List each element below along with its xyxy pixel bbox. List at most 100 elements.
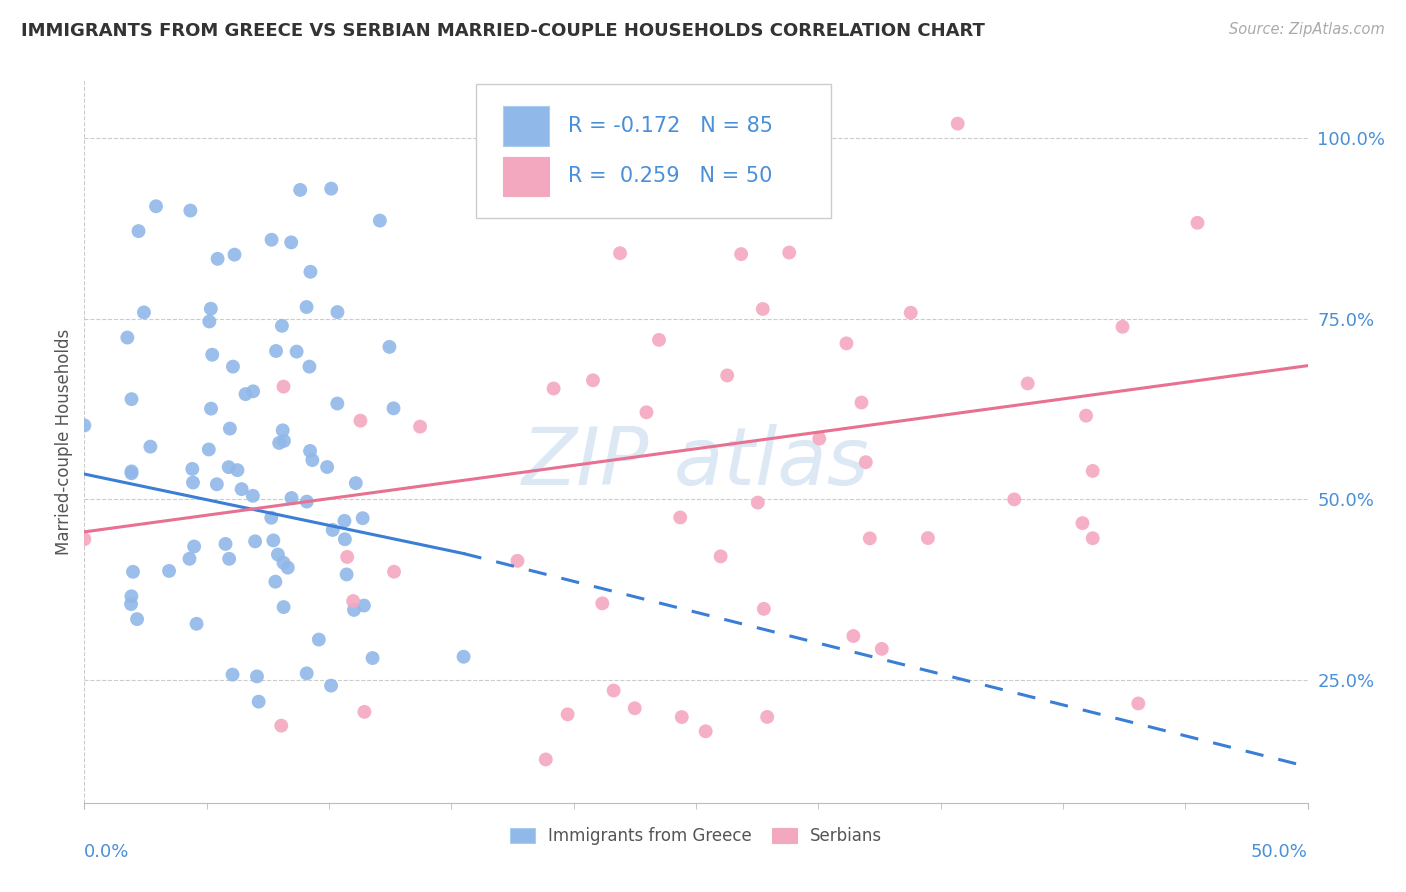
Point xyxy=(353,705,375,719)
Point xyxy=(260,233,283,247)
Point xyxy=(231,482,253,496)
Point xyxy=(269,436,291,450)
Bar xyxy=(503,106,550,145)
Point xyxy=(319,679,342,693)
Point xyxy=(557,707,579,722)
Point xyxy=(120,597,142,611)
Point xyxy=(336,567,359,582)
Point xyxy=(271,318,294,333)
Point xyxy=(295,300,318,314)
Point xyxy=(264,343,287,358)
Point xyxy=(378,340,401,354)
Point xyxy=(198,314,221,328)
Point xyxy=(778,245,800,260)
Point xyxy=(349,414,371,428)
Point xyxy=(280,491,302,505)
Point xyxy=(299,444,322,458)
Point xyxy=(946,117,969,131)
Point xyxy=(321,182,343,196)
Point xyxy=(121,392,143,406)
Point xyxy=(273,434,295,448)
Point xyxy=(280,235,302,250)
Point xyxy=(752,301,775,316)
Point xyxy=(299,265,322,279)
Point xyxy=(295,666,318,681)
Point xyxy=(270,719,292,733)
Point xyxy=(1002,492,1025,507)
Point xyxy=(132,305,155,319)
Point xyxy=(73,533,96,547)
Point xyxy=(710,549,733,564)
Point xyxy=(226,463,249,477)
Point xyxy=(316,460,339,475)
Point xyxy=(242,489,264,503)
Legend: Immigrants from Greece, Serbians: Immigrants from Greece, Serbians xyxy=(510,827,882,845)
Point xyxy=(117,330,139,344)
Point xyxy=(322,523,344,537)
Point xyxy=(295,494,318,508)
Point xyxy=(835,336,858,351)
Point xyxy=(842,629,865,643)
Point xyxy=(260,510,283,524)
Point xyxy=(221,667,243,681)
Point xyxy=(183,540,205,554)
Point xyxy=(671,710,693,724)
Point xyxy=(73,418,96,433)
Point xyxy=(1017,376,1039,391)
Point xyxy=(343,603,366,617)
Point xyxy=(200,401,222,416)
Text: 0.0%: 0.0% xyxy=(84,843,129,861)
Point xyxy=(242,384,264,399)
Point xyxy=(201,348,224,362)
Point xyxy=(534,752,557,766)
Point xyxy=(120,589,142,603)
Point xyxy=(851,395,873,409)
Point xyxy=(855,455,877,469)
Point xyxy=(333,533,356,547)
Point xyxy=(125,612,148,626)
Point xyxy=(273,600,295,615)
Point xyxy=(609,246,631,260)
Point xyxy=(243,534,266,549)
Point xyxy=(543,382,565,396)
Point xyxy=(1187,216,1209,230)
Point xyxy=(602,683,624,698)
Y-axis label: Married-couple Households: Married-couple Households xyxy=(55,328,73,555)
Point xyxy=(1071,516,1094,530)
Point xyxy=(308,632,330,647)
Point xyxy=(181,475,204,490)
Point xyxy=(336,549,359,564)
Point xyxy=(214,537,236,551)
Point xyxy=(344,476,367,491)
Point xyxy=(756,710,779,724)
Point xyxy=(235,387,257,401)
Point xyxy=(591,596,613,610)
Point xyxy=(342,594,364,608)
Point xyxy=(246,669,269,683)
Point xyxy=(298,359,321,374)
Point xyxy=(361,651,384,665)
Point xyxy=(179,203,201,218)
Point xyxy=(277,560,299,574)
Point xyxy=(218,551,240,566)
Point xyxy=(648,333,671,347)
Point xyxy=(198,442,221,457)
Point xyxy=(453,649,475,664)
Point xyxy=(139,440,162,454)
Point xyxy=(224,247,246,261)
Point xyxy=(1074,409,1097,423)
Point xyxy=(157,564,180,578)
Point xyxy=(262,533,284,548)
Point xyxy=(273,379,295,393)
Point xyxy=(752,602,775,616)
Point xyxy=(333,514,356,528)
Point xyxy=(669,510,692,524)
Point xyxy=(870,641,893,656)
Point xyxy=(218,460,240,475)
Point xyxy=(218,421,240,435)
Point xyxy=(730,247,752,261)
Point xyxy=(273,556,295,570)
Point xyxy=(128,224,150,238)
Point xyxy=(271,423,294,437)
Point xyxy=(409,419,432,434)
